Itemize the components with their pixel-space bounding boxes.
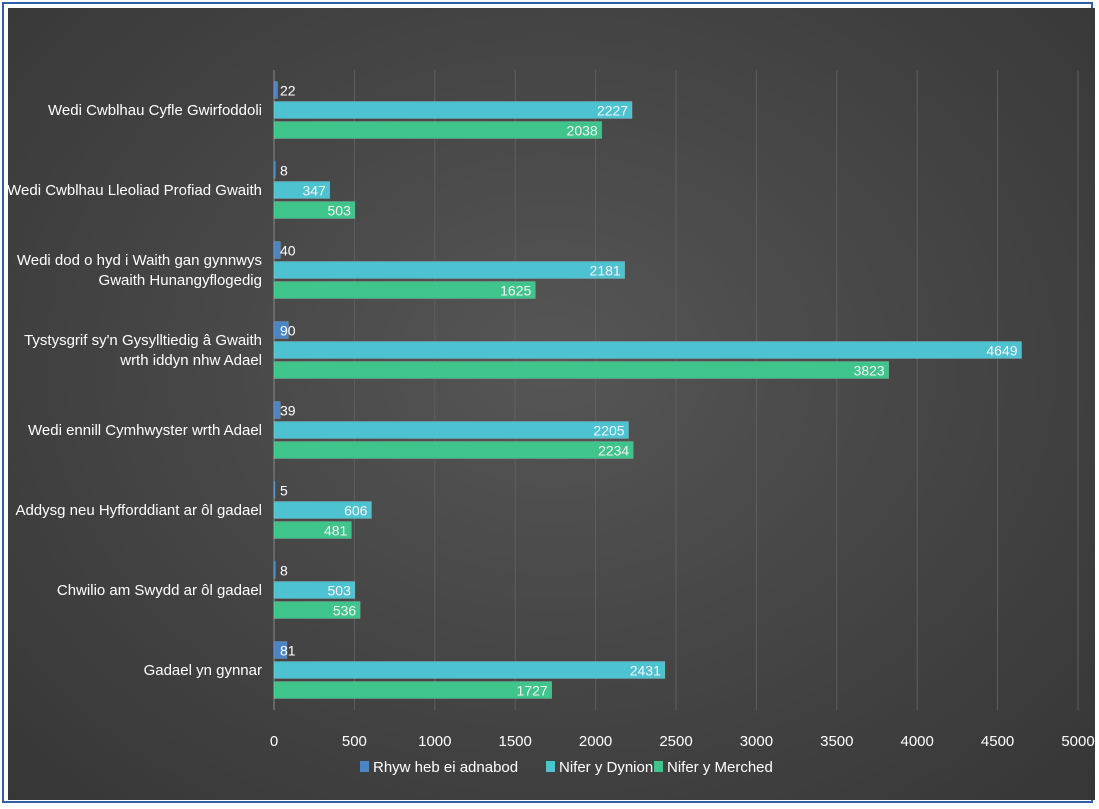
data-label: 2227: [597, 103, 628, 119]
bar: [273, 601, 361, 619]
bar: [273, 501, 372, 519]
bar: [273, 201, 356, 219]
bars: [273, 81, 1022, 699]
data-label: 2234: [598, 443, 629, 459]
legend: Rhyw heb ei adnabod Nifer y Dynion Nifer y…: [360, 759, 773, 776]
x-tick-label: 0: [270, 733, 278, 750]
bar: [273, 161, 276, 179]
data-label: 2205: [593, 423, 624, 439]
category-label: Gadael yn gynnar: [144, 662, 262, 679]
data-label: 347: [302, 183, 326, 199]
x-tick-label: 4500: [981, 733, 1014, 750]
data-label: 503: [328, 583, 352, 599]
gridlines: [273, 70, 1079, 710]
data-label: 22: [280, 83, 296, 99]
data-label: 3823: [854, 363, 885, 379]
legend-swatch: [654, 761, 663, 772]
data-label: 81: [280, 643, 296, 659]
data-label: 1625: [500, 283, 531, 299]
bar: [273, 561, 276, 579]
data-label: 8: [280, 563, 288, 579]
bar: [273, 481, 276, 499]
category-label: Wedi Cwblhau Cyfle Gwirfoddoli: [48, 102, 262, 119]
category-label: Tystysgrif sy'n Gysylltiedig â Gwaith: [24, 332, 262, 349]
x-tick-label: 1500: [499, 733, 532, 750]
x-tick-label: 4000: [901, 733, 934, 750]
x-tick-label: 1000: [418, 733, 451, 750]
category-label: Wedi dod o hyd i Waith gan gynnwys: [17, 252, 262, 269]
legend-swatch: [546, 761, 555, 772]
data-label: 503: [328, 203, 352, 219]
bar: [273, 101, 633, 119]
category-label: Wedi ennill Cymhwyster wrth Adael: [28, 422, 262, 439]
data-label: 2038: [567, 123, 598, 139]
bar: [273, 361, 889, 379]
data-label: 2181: [590, 263, 621, 279]
bar: [273, 441, 634, 459]
x-axis-ticks: 0 500 1000 1500 2000 2500 3000 3500 4000 4500 5000: [270, 733, 1095, 750]
data-label: 536: [333, 603, 357, 619]
category-label: Gwaith Hunangyflogedig: [99, 272, 262, 289]
data-label: 90: [280, 323, 296, 339]
bar: [273, 121, 602, 139]
bar: [273, 421, 629, 439]
category-label: Addysg neu Hyfforddiant ar ôl gadael: [15, 502, 262, 519]
bar: [273, 241, 281, 259]
data-label: 4649: [986, 343, 1017, 359]
data-label: 2431: [630, 663, 661, 679]
category-label: Wedi Cwblhau Lleoliad Profiad Gwaith: [8, 182, 262, 199]
bar: [273, 261, 625, 279]
bar: [273, 341, 1022, 359]
x-tick-label: 500: [342, 733, 367, 750]
data-label: 481: [324, 523, 348, 539]
bar: [273, 661, 666, 679]
bar: [273, 81, 278, 99]
data-label: 40: [280, 243, 296, 259]
bar-chart: 2222272038834750340218116259046493823392…: [8, 70, 1095, 776]
category-labels: Wedi Cwblhau Cyfle Gwirfoddoli Wedi Cwblh…: [8, 102, 262, 679]
x-tick-label: 5000: [1061, 733, 1094, 750]
category-label: Chwilio am Swydd ar ôl gadael: [57, 582, 262, 599]
data-label: 8: [280, 163, 288, 179]
x-tick-label: 2000: [579, 733, 612, 750]
data-label: 39: [280, 403, 296, 419]
bar: [273, 581, 356, 599]
bar: [273, 281, 536, 299]
data-label: 5: [280, 483, 288, 499]
legend-swatch: [360, 761, 369, 772]
bar: [273, 681, 552, 699]
legend-label: Nifer y Merched: [667, 759, 773, 776]
legend-label: Rhyw heb ei adnabod: [373, 759, 518, 776]
bar: [273, 521, 352, 539]
bar: [273, 401, 281, 419]
x-tick-label: 2500: [659, 733, 692, 750]
bar: [273, 321, 289, 339]
category-label: wrth iddyn nhw Adael: [119, 352, 262, 369]
chart-panel: 22 2227 2038 8 347 503 40 2181 1625 90 4649 3823 39 2…: [8, 8, 1095, 800]
x-tick-label: 3500: [820, 733, 853, 750]
value-labels: 2222272038834750340218116259046493823392…: [280, 83, 1018, 699]
data-label: 1727: [517, 683, 548, 699]
data-label: 606: [344, 503, 368, 519]
legend-label: Nifer y Dynion: [559, 759, 653, 776]
bar: [273, 181, 331, 199]
bar: [273, 641, 288, 659]
x-tick-label: 3000: [740, 733, 773, 750]
